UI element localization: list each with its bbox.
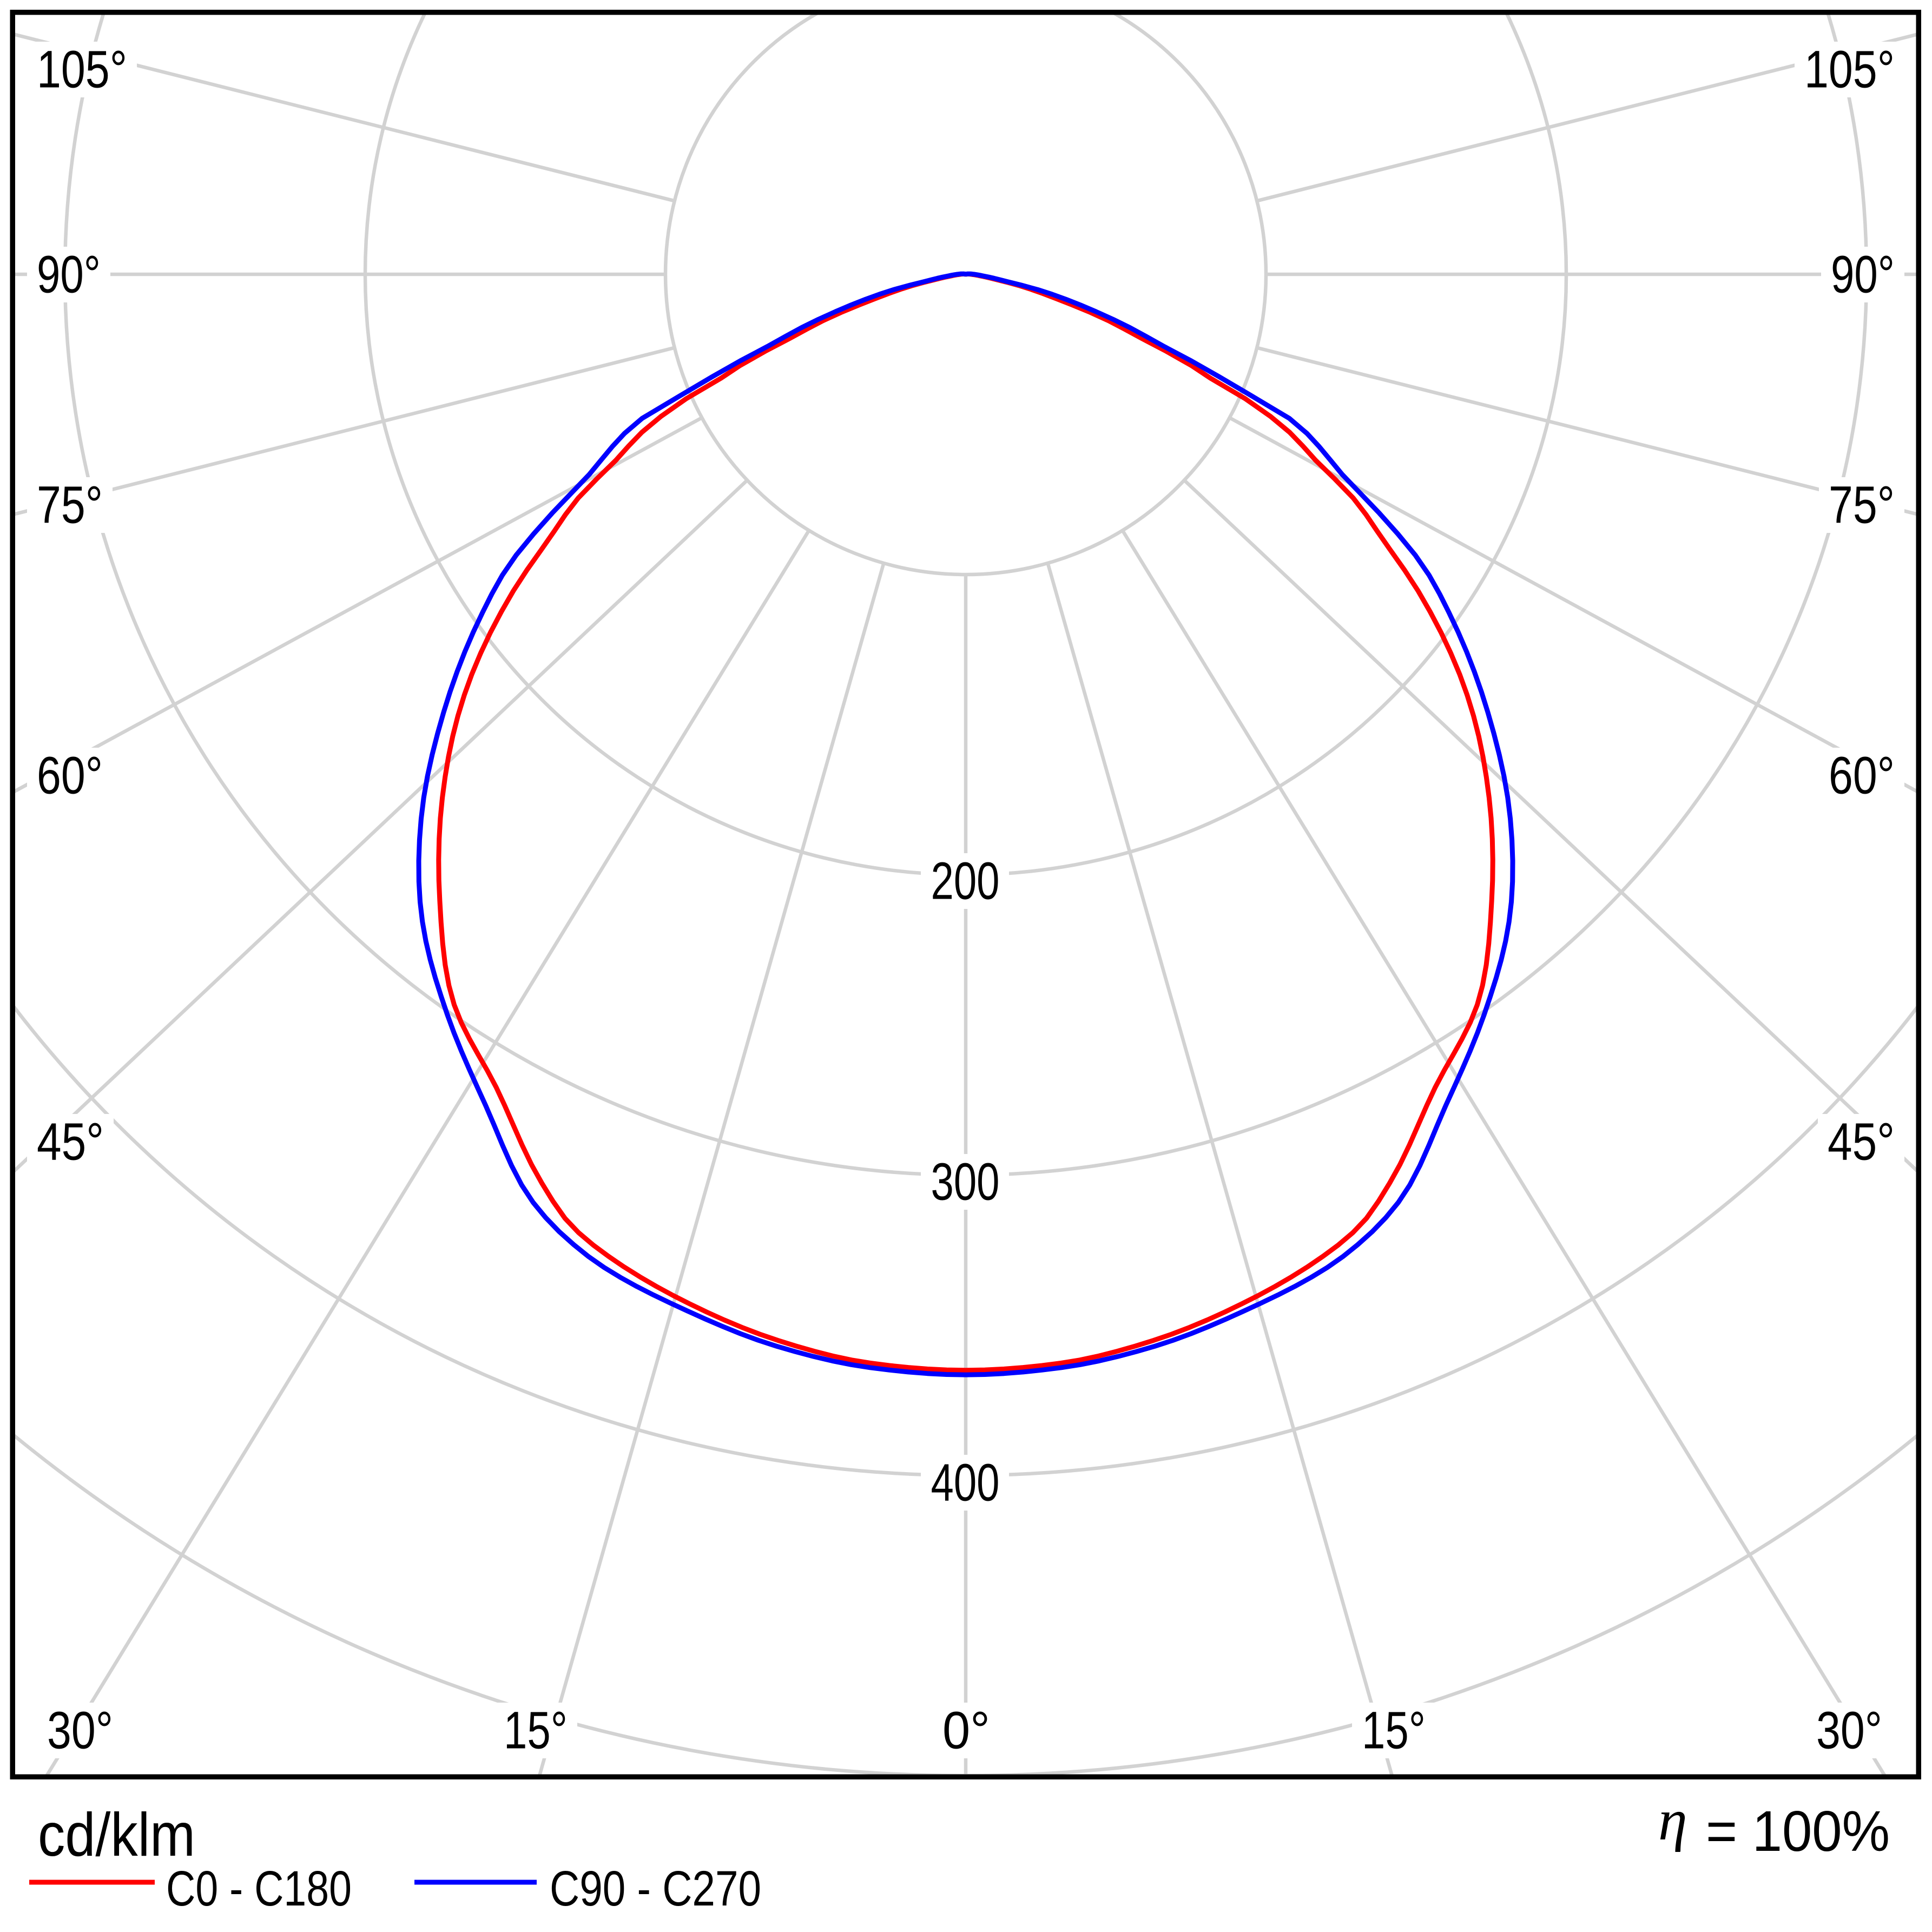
- svg-text:C90 - C270: C90 - C270: [550, 1861, 761, 1916]
- svg-text:15°: 15°: [1362, 1700, 1426, 1759]
- svg-text:400: 400: [931, 1453, 1000, 1512]
- svg-text:300: 300: [931, 1152, 1000, 1211]
- svg-text:90°: 90°: [1831, 245, 1895, 304]
- svg-text:60°: 60°: [37, 746, 103, 805]
- svg-text:C0 - C180: C0 - C180: [166, 1861, 352, 1916]
- svg-text:105°: 105°: [1804, 39, 1895, 98]
- svg-text:75°: 75°: [1829, 475, 1895, 534]
- svg-text:= 100%: = 100%: [1706, 1799, 1890, 1863]
- svg-text:75°: 75°: [37, 475, 103, 534]
- svg-text:105°: 105°: [37, 39, 127, 98]
- svg-text:0°: 0°: [942, 1700, 990, 1759]
- svg-text:η: η: [1658, 1788, 1687, 1852]
- svg-text:45°: 45°: [1828, 1112, 1895, 1171]
- svg-text:30°: 30°: [1816, 1700, 1882, 1759]
- svg-text:60°: 60°: [1829, 746, 1895, 805]
- svg-text:200: 200: [931, 851, 1000, 910]
- svg-text:45°: 45°: [37, 1112, 104, 1171]
- svg-text:30°: 30°: [47, 1700, 113, 1759]
- svg-text:cd/klm: cd/klm: [38, 1801, 195, 1869]
- svg-text:90°: 90°: [37, 245, 101, 304]
- svg-text:15°: 15°: [504, 1700, 568, 1759]
